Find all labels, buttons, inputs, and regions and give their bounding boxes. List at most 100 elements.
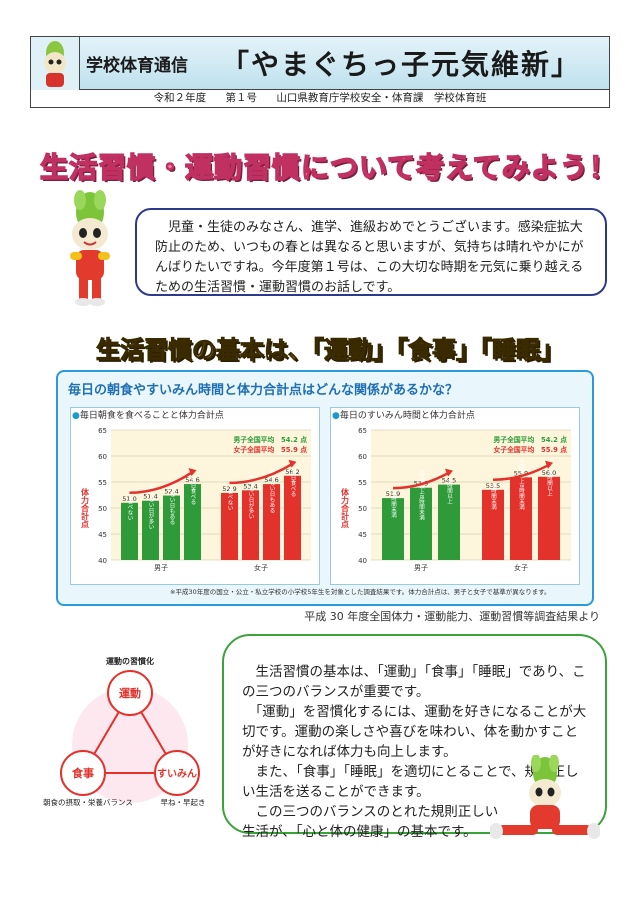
header-banner <box>31 37 609 90</box>
bar-value-label: 54.6 <box>264 476 278 484</box>
keyword-meals: 「食事」 <box>396 336 481 365</box>
category-label: 食べない日が多い <box>248 474 255 520</box>
bar <box>482 489 504 560</box>
issue-number: 第１号 <box>225 92 258 104</box>
node-sleep <box>154 750 200 796</box>
chart-panel: 毎日の朝食やすいみん時間と体力合計点はどんな関係があるかな？ 40 45 50 55 6… <box>56 370 594 606</box>
y-tick-label: 65 <box>98 427 107 435</box>
node-exercise <box>107 670 153 716</box>
boys-national-average: 男子全国平均 54.2 点 <box>232 435 307 444</box>
body-paragraph: 生活習慣の基本は、「運動」「食事」「睡眠」であり、この三つのバランスが重要です。 <box>242 664 586 700</box>
diagram-title: 運動の習慣化 <box>106 656 154 666</box>
bullet-icon: ● <box>72 411 80 421</box>
category-label: 食べない日もある <box>169 479 176 525</box>
body-paragraph: また、「食事」「睡眠」を適切にとることで、規則正しい生活を送ることができます。 <box>242 764 579 800</box>
body-paragraph: 「運動」を習慣化するには、運動を好きになることが大切です。運動の楽しさや喜びを味… <box>242 704 587 760</box>
triangle-connector <box>81 691 179 774</box>
y-tick-label: 45 <box>98 531 107 539</box>
bar-value-label: 54.6 <box>185 476 199 484</box>
node-meals-label: 食事 <box>72 766 94 780</box>
bar-value-label: 56.2 <box>285 468 299 476</box>
body-message: 生活習慣の基本は、「運動」「食事」「睡眠」であり、この三つのバランスが重要です。… <box>222 634 607 840</box>
group-label: 女子 <box>514 563 528 572</box>
category-label: 8時間以上 <box>546 471 553 497</box>
category-label: 食べない <box>127 498 134 522</box>
node-exercise-label: 運動 <box>119 686 141 700</box>
category-label: 毎日食べる <box>290 468 297 497</box>
publisher: 山口県教育庁学校安全・体育課 学校体育班 <box>276 92 487 104</box>
y-tick-label: 50 <box>98 505 107 513</box>
category-label: 食べない <box>227 488 234 512</box>
issue-info: 令和２年度 第１号 山口県教育庁学校安全・体育課 学校体育班 <box>31 90 609 107</box>
trend-arrow <box>129 471 194 495</box>
y-tick-label: 55 <box>358 479 367 487</box>
bar-value-label: 53.4 <box>243 482 257 490</box>
y-tick-label: 50 <box>358 505 367 513</box>
y-tick-label: 60 <box>358 453 367 461</box>
bar <box>263 484 280 560</box>
trend-arrowhead <box>445 468 453 477</box>
chart-question: 毎日の朝食やすいみん時間と体力合計点はどんな関係があるかな？ <box>68 383 459 398</box>
bar-value-label: 53.5 <box>486 482 500 490</box>
node-meals <box>60 750 106 796</box>
breakfast-chart-panel: 40 45 50 55 60 65 体力合計点 51.0 食べない 51.4 食べない日が多い 52.… <box>70 407 320 585</box>
trend-arrow <box>492 463 550 482</box>
boys-national-average: 男子全国平均 54.2 点 <box>492 435 567 444</box>
mascot-illustration <box>70 190 110 306</box>
sleep-chart-title: ●毎日のすいみん時間と体力合計点 <box>332 411 475 421</box>
node-sleep-label: すいみん <box>157 768 197 780</box>
bar <box>121 502 138 560</box>
bar-value-label: 52.4 <box>164 488 178 496</box>
bar <box>284 475 301 560</box>
meals-caption: 朝食の摂取・栄養バランス <box>43 797 133 807</box>
keyword-sleep: 「睡眠」 <box>480 336 565 365</box>
section-heading-prefix: 生活習慣の基本は、 <box>96 336 313 365</box>
breakfast-chart-title: ●毎日朝食を食べることと体力合計点 <box>72 411 224 421</box>
bar <box>242 490 259 560</box>
bar <box>382 498 404 560</box>
category-label: 毎日食べる <box>190 476 197 505</box>
issue-year: 令和２年度 <box>153 92 207 104</box>
y-tick-label: 40 <box>358 557 367 565</box>
bar <box>184 484 201 560</box>
y-tick-label: 60 <box>98 453 107 461</box>
newsletter-header: 学校体育通信 「やまぐちっ子元気維新」 令和２年度 第１号 山口県教育庁学校安全… <box>30 36 610 108</box>
category-label: 6時間未満 <box>390 492 397 519</box>
bar <box>163 495 180 560</box>
y-tick-label: 40 <box>98 557 107 565</box>
section-heading: 生活習慣の基本は、「運動」「食事」「睡眠」 <box>90 330 570 365</box>
bar-value-label: 51.4 <box>143 493 157 501</box>
y-tick-label: 45 <box>358 531 367 539</box>
bar <box>510 477 532 560</box>
bar-value-label: 52.9 <box>222 485 236 493</box>
keyword-exercise: 「運動」 <box>312 336 397 365</box>
bar-value-label: 51.9 <box>386 490 400 498</box>
bar <box>438 484 460 560</box>
sitting-mascot-illustration <box>490 755 600 839</box>
sleep-caption: 早ね・早起き <box>161 798 206 807</box>
trend-arrow <box>229 462 294 485</box>
girls-national-average: 女子全国平均 55.9 点 <box>493 445 567 454</box>
trend-arrowhead <box>288 459 297 468</box>
group-label: 男子 <box>154 564 168 572</box>
bar <box>410 487 432 560</box>
group-label: 女子 <box>254 563 268 572</box>
y-axis-label: 体力合計点 <box>340 487 350 529</box>
bar-value-label: 54.5 <box>442 477 456 485</box>
category-label: 食べない日が多い <box>148 485 155 531</box>
bar <box>142 500 159 560</box>
y-tick-label: 55 <box>98 479 107 487</box>
bar-value-label: 55.9 <box>514 469 528 477</box>
y-tick-label: 65 <box>358 427 367 435</box>
trend-arrowhead <box>188 468 197 477</box>
newsletter-title: 「やまぐちっ子元気維新」 <box>221 48 582 81</box>
girls-national-average: 女子全国平均 55.9 点 <box>233 445 307 454</box>
chart-footnote: ※平成30年度の国立・公立・私立学校の小学校5年生を対象とした調査結果です。体力… <box>170 588 551 596</box>
sleep-chart-panel: 40 45 50 55 60 65 体力合計点 51.9 6時間未満 53.9 6時間以上8時間未満… <box>330 407 580 585</box>
newsletter-label: 学校体育通信 <box>86 56 188 76</box>
page-headline: 生活習慣・運動習慣について考えてみよう！ <box>39 150 618 185</box>
bar-value-label: 56.0 <box>542 469 556 477</box>
balance-diagram: 運動の習慣化 運動 食事 すいみん 朝食の摂取・栄養バランス 早ね・早起き <box>43 656 206 807</box>
